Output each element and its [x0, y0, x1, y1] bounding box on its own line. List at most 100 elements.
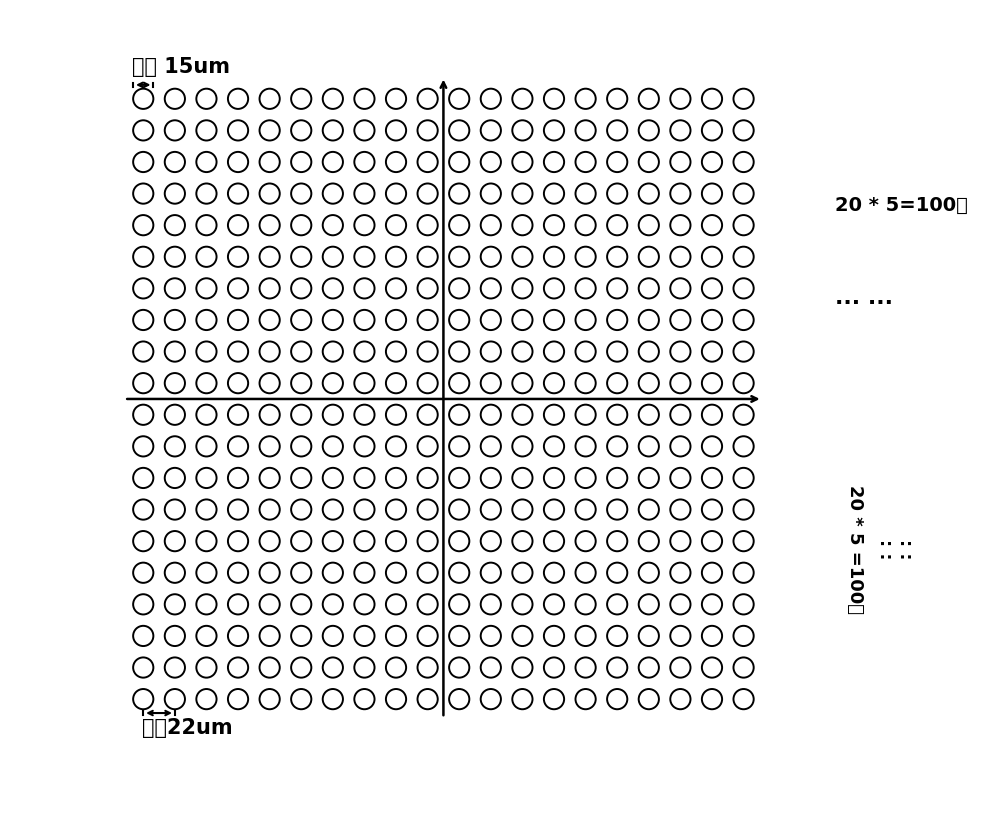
Text: : :
: :: : : : : [876, 538, 914, 559]
Circle shape [481, 120, 501, 140]
Circle shape [323, 436, 343, 456]
Circle shape [418, 373, 438, 393]
Circle shape [291, 689, 311, 709]
Circle shape [449, 468, 469, 488]
Circle shape [512, 152, 533, 172]
Circle shape [512, 626, 533, 646]
Circle shape [196, 436, 217, 456]
Circle shape [133, 373, 153, 393]
Circle shape [449, 152, 469, 172]
Circle shape [544, 373, 564, 393]
Circle shape [354, 247, 375, 267]
Circle shape [260, 468, 280, 488]
Circle shape [512, 183, 533, 203]
Circle shape [196, 626, 217, 646]
Circle shape [323, 405, 343, 425]
Circle shape [639, 531, 659, 551]
Circle shape [544, 405, 564, 425]
Circle shape [670, 310, 691, 330]
Circle shape [291, 405, 311, 425]
Circle shape [702, 436, 722, 456]
Circle shape [639, 120, 659, 140]
Circle shape [165, 341, 185, 362]
Circle shape [386, 500, 406, 520]
Circle shape [228, 183, 248, 203]
Circle shape [196, 89, 217, 109]
Circle shape [449, 594, 469, 614]
Circle shape [481, 373, 501, 393]
Circle shape [670, 89, 691, 109]
Circle shape [323, 626, 343, 646]
Circle shape [418, 531, 438, 551]
Circle shape [386, 689, 406, 709]
Circle shape [575, 594, 596, 614]
Circle shape [481, 531, 501, 551]
Circle shape [260, 120, 280, 140]
Circle shape [702, 689, 722, 709]
Circle shape [575, 152, 596, 172]
Circle shape [133, 183, 153, 203]
Circle shape [544, 563, 564, 583]
Circle shape [575, 247, 596, 267]
Circle shape [607, 563, 627, 583]
Circle shape [575, 500, 596, 520]
Circle shape [544, 468, 564, 488]
Circle shape [196, 120, 217, 140]
Text: 20 * 5=100行: 20 * 5=100行 [835, 197, 968, 215]
Circle shape [481, 341, 501, 362]
Circle shape [449, 658, 469, 678]
Circle shape [260, 405, 280, 425]
Circle shape [702, 563, 722, 583]
Text: 20 * 5 =100列: 20 * 5 =100列 [846, 485, 864, 613]
Circle shape [481, 405, 501, 425]
Text: ... ...: ... ... [835, 288, 893, 308]
Circle shape [670, 373, 691, 393]
Circle shape [512, 215, 533, 235]
Circle shape [512, 531, 533, 551]
Circle shape [639, 405, 659, 425]
Circle shape [354, 563, 375, 583]
Circle shape [481, 468, 501, 488]
Circle shape [386, 247, 406, 267]
Circle shape [165, 215, 185, 235]
Circle shape [165, 468, 185, 488]
Circle shape [418, 436, 438, 456]
Circle shape [165, 689, 185, 709]
Circle shape [639, 278, 659, 298]
Circle shape [607, 468, 627, 488]
Circle shape [702, 531, 722, 551]
Circle shape [702, 405, 722, 425]
Circle shape [733, 183, 754, 203]
Circle shape [133, 658, 153, 678]
Circle shape [418, 278, 438, 298]
Circle shape [512, 310, 533, 330]
Circle shape [133, 563, 153, 583]
Circle shape [354, 500, 375, 520]
Circle shape [418, 215, 438, 235]
Circle shape [354, 689, 375, 709]
Circle shape [575, 531, 596, 551]
Circle shape [418, 626, 438, 646]
Circle shape [544, 215, 564, 235]
Circle shape [196, 247, 217, 267]
Circle shape [418, 89, 438, 109]
Circle shape [165, 373, 185, 393]
Circle shape [323, 152, 343, 172]
Circle shape [165, 563, 185, 583]
Circle shape [291, 215, 311, 235]
Circle shape [260, 341, 280, 362]
Circle shape [260, 278, 280, 298]
Circle shape [512, 436, 533, 456]
Circle shape [228, 152, 248, 172]
Circle shape [512, 89, 533, 109]
Circle shape [165, 310, 185, 330]
Circle shape [418, 247, 438, 267]
Circle shape [228, 247, 248, 267]
Circle shape [481, 689, 501, 709]
Circle shape [575, 436, 596, 456]
Circle shape [639, 310, 659, 330]
Circle shape [196, 658, 217, 678]
Circle shape [481, 183, 501, 203]
Circle shape [670, 500, 691, 520]
Circle shape [733, 373, 754, 393]
